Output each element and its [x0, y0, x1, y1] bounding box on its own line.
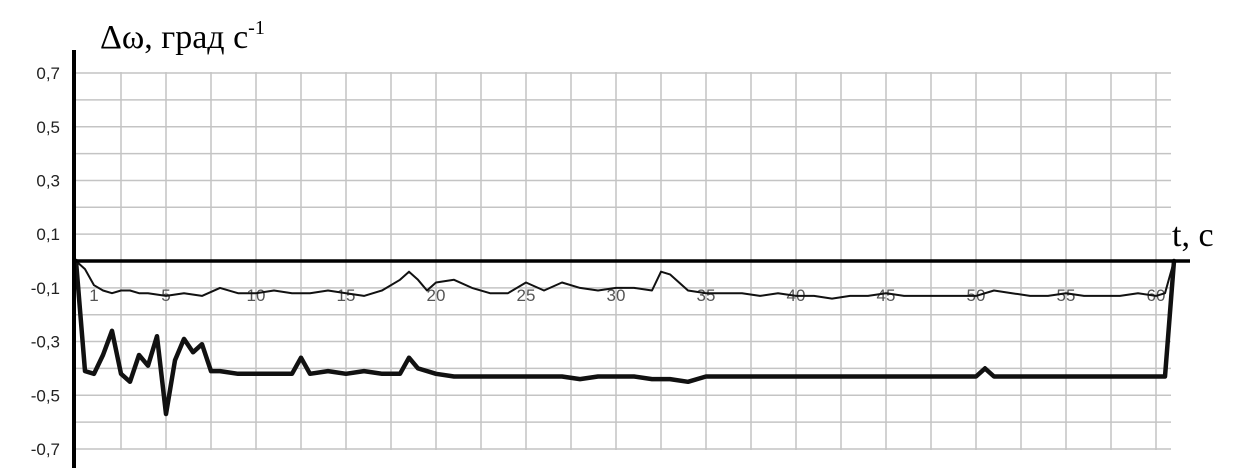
y-axis-title: Δω, град с-1	[100, 17, 265, 56]
y-tick-label: -0,5	[31, 386, 60, 405]
series-lines	[73, 258, 1177, 417]
x-tick-label: 15	[337, 286, 356, 305]
x-tick-label: 20	[427, 286, 446, 305]
series-line-1	[75, 260, 1175, 300]
axes	[72, 50, 1190, 468]
x-tick-label: 10	[247, 286, 266, 305]
y-tick-label: 0,1	[36, 225, 60, 244]
series-line-2	[73, 258, 1177, 417]
y-tick-label: 0,3	[36, 171, 60, 190]
y-tick-label: -0,1	[31, 279, 60, 298]
x-tick-label: 55	[1057, 286, 1076, 305]
x-tick-label: 45	[877, 286, 896, 305]
y-tick-labels: 0,7 0,5 0,3 0,1 -0,1 -0,3 -0,5 -0,7	[31, 64, 60, 459]
y-axis-title-text: Δω, град с	[100, 19, 248, 56]
x-tick-label: 35	[697, 286, 716, 305]
y-tick-label: 0,7	[36, 64, 60, 83]
y-tick-label: -0,7	[31, 440, 60, 459]
y-tick-label: 0,5	[36, 118, 60, 137]
x-tick-label: 1	[89, 286, 98, 305]
x-axis-title: t, с	[1172, 217, 1214, 254]
x-tick-label: 30	[607, 286, 626, 305]
y-tick-label: -0,3	[31, 333, 60, 352]
y-axis-title-superscript: -1	[248, 17, 265, 39]
x-tick-label: 25	[517, 286, 536, 305]
